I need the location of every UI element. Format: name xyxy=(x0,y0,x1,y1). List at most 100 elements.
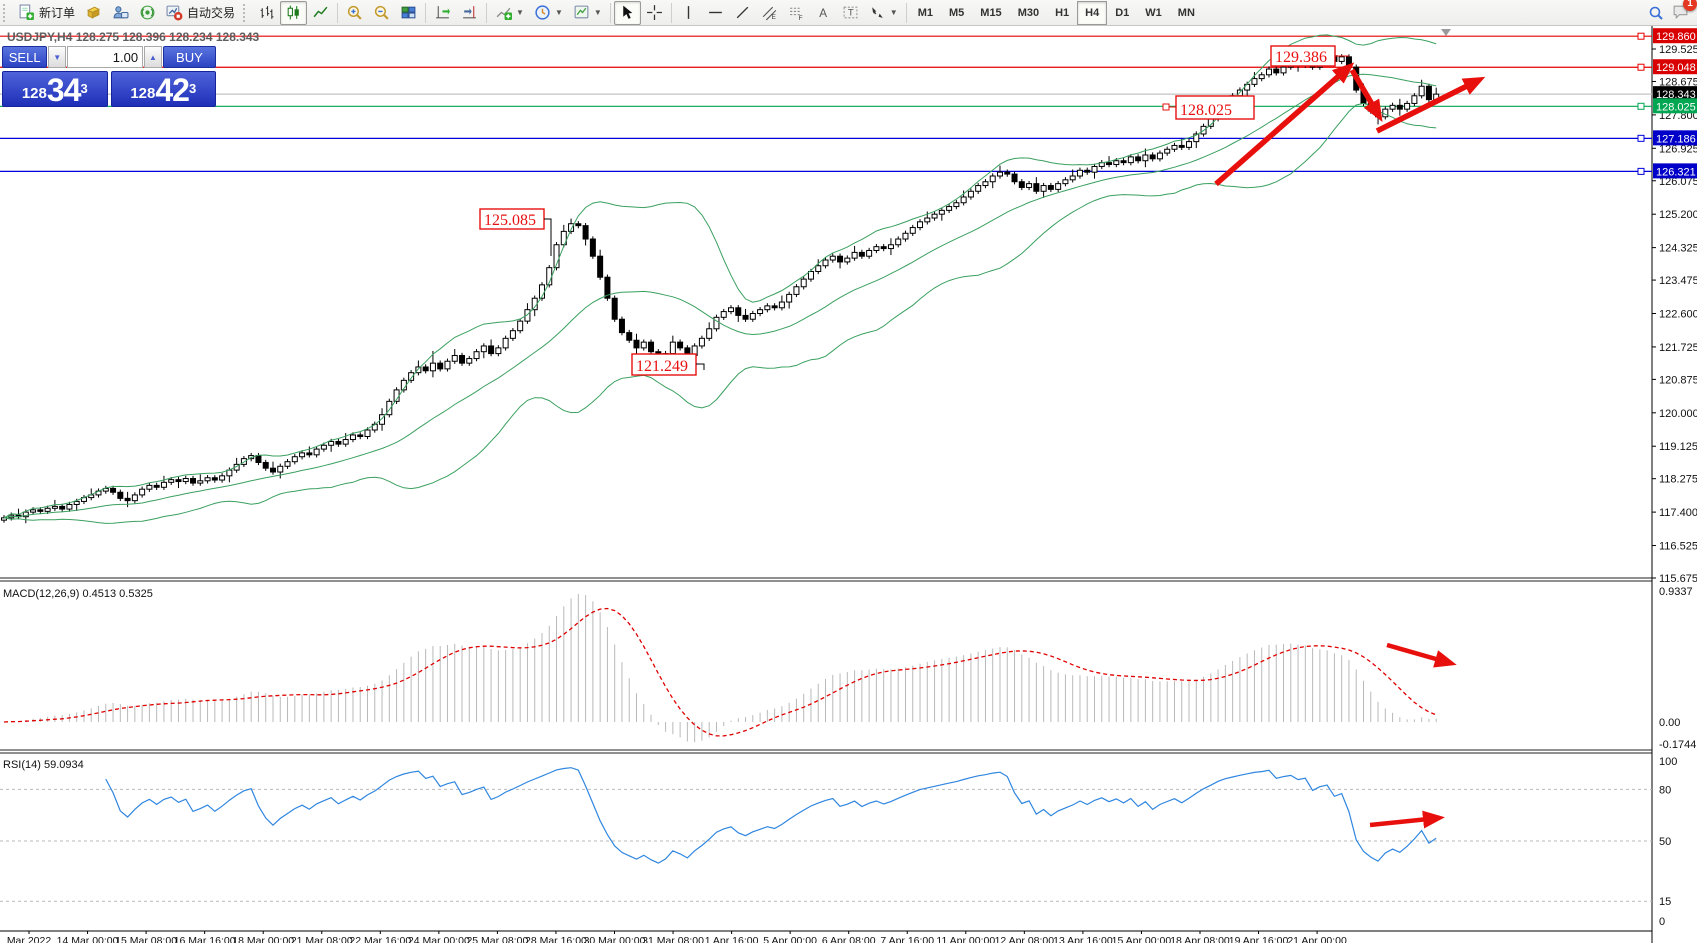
new-order-button[interactable]: 新订单 xyxy=(13,1,80,25)
timeframe-m1[interactable]: M1 xyxy=(917,6,933,19)
svg-text:22 Mar 16:00: 22 Mar 16:00 xyxy=(349,935,411,943)
svg-text:A: A xyxy=(819,7,827,20)
text-label-button[interactable]: T xyxy=(837,1,864,25)
sell-price-sup: 3 xyxy=(80,81,88,96)
line-handle[interactable] xyxy=(1637,167,1645,175)
svg-text:115.675: 115.675 xyxy=(1659,573,1697,585)
timeframe-h1[interactable]: H1 xyxy=(1055,6,1070,19)
chart-title: USDJPY,H4 128.275 128.396 128.234 128.34… xyxy=(7,30,259,44)
timeframe-d1[interactable]: D1 xyxy=(1115,6,1130,19)
svg-text:5 Apr 00:00: 5 Apr 00:00 xyxy=(763,935,817,943)
toolbar-grip[interactable] xyxy=(3,3,10,22)
auto-scroll-button[interactable] xyxy=(429,1,456,25)
chart-shift-marker[interactable] xyxy=(1441,29,1451,36)
zoom-out-button[interactable] xyxy=(368,1,395,25)
trend-arrow[interactable] xyxy=(1214,62,1355,187)
indicators-icon xyxy=(496,7,513,20)
macd-label: MACD(12,26,9) 0.4513 0.5325 xyxy=(3,588,153,600)
gold-box-icon xyxy=(87,6,101,19)
zoom-in-button[interactable] xyxy=(341,1,368,25)
autotrading-button[interactable]: 自动交易 xyxy=(161,1,240,25)
notifications-button[interactable]: 1 xyxy=(1672,0,1697,23)
chart-shift-button[interactable] xyxy=(456,1,483,25)
terminal-button[interactable] xyxy=(107,1,134,25)
annotation-text: 129.386 xyxy=(1275,49,1327,66)
volume-increase-button[interactable]: ▲ xyxy=(144,46,162,68)
arrows-icon xyxy=(871,7,883,18)
tile-windows-button[interactable] xyxy=(395,1,422,25)
timeframe-mn[interactable]: MN xyxy=(1177,6,1195,19)
rsi-line xyxy=(105,767,1437,864)
line-chart-button[interactable] xyxy=(307,1,334,25)
trendline-button[interactable] xyxy=(729,1,756,25)
svg-text:129.525: 129.525 xyxy=(1659,44,1697,56)
text-button[interactable]: A xyxy=(810,1,837,25)
timeframe-h4[interactable]: H4 xyxy=(1077,0,1108,25)
svg-text:80: 80 xyxy=(1659,784,1671,796)
trend-arrow[interactable] xyxy=(1369,810,1445,829)
line-handle[interactable] xyxy=(1637,32,1645,40)
cursor-button[interactable] xyxy=(613,0,641,25)
annotations[interactable] xyxy=(479,45,1349,376)
svg-text:18 Mar 00:00: 18 Mar 00:00 xyxy=(232,935,294,943)
line-handle[interactable] xyxy=(1637,63,1645,71)
sell-button[interactable]: SELL xyxy=(2,46,48,68)
equidistant-channel-button[interactable]: E xyxy=(756,1,783,25)
search-icon[interactable] xyxy=(1648,5,1664,21)
annotation-text: 125.085 xyxy=(484,212,536,229)
fibonacci-button[interactable]: F xyxy=(783,1,810,25)
timeframe-group: M1 M5 M15 M30 H1 H4 D1 W1 MN xyxy=(910,0,1203,25)
timeframe-w1[interactable]: W1 xyxy=(1145,6,1162,19)
chart-canvas[interactable]: 129.525128.675127.800126.925126.075125.2… xyxy=(0,26,1697,943)
line-handle[interactable] xyxy=(1637,102,1645,110)
svg-text:0.00: 0.00 xyxy=(1659,717,1680,729)
candlestick-chart-button[interactable] xyxy=(280,0,308,25)
chart-shift-icon xyxy=(463,6,476,19)
vertical-line-button[interactable] xyxy=(675,1,702,25)
buy-price-panel[interactable]: 128 42 3 xyxy=(110,71,216,107)
horizontal-line-button[interactable] xyxy=(702,1,729,25)
sell-price-panel[interactable]: 128 34 3 xyxy=(2,71,108,107)
arrows-button[interactable]: ▼ xyxy=(864,1,903,25)
svg-text:124.325: 124.325 xyxy=(1659,243,1697,255)
price-badge-129.860 xyxy=(1653,28,1697,44)
svg-text:121.725: 121.725 xyxy=(1659,342,1697,354)
timeframe-m5[interactable]: M5 xyxy=(949,6,965,19)
crosshair-button[interactable] xyxy=(641,1,668,25)
volume-decrease-button[interactable]: ▼ xyxy=(48,46,67,68)
tile-windows-icon xyxy=(401,6,416,19)
trend-arrow[interactable] xyxy=(1349,68,1383,123)
toolbar-grip[interactable] xyxy=(243,3,250,22)
bollinger-upper xyxy=(3,34,1437,519)
chart-area[interactable]: USDJPY,H4 128.275 128.396 128.234 128.34… xyxy=(0,26,1697,943)
svg-text:122.600: 122.600 xyxy=(1659,309,1697,321)
autotrading-label: 自动交易 xyxy=(187,6,236,20)
candles xyxy=(1,49,1440,524)
signals-button[interactable] xyxy=(134,1,161,25)
new-order-icon xyxy=(19,4,34,20)
bollinger-lower xyxy=(3,102,1437,524)
timeframe-m30[interactable]: M30 xyxy=(1017,6,1040,19)
svg-text:16 Mar 16:00: 16 Mar 16:00 xyxy=(174,935,236,943)
bar-chart-button[interactable] xyxy=(253,1,280,25)
line-handle[interactable] xyxy=(1637,134,1645,142)
templates-button[interactable]: ▼ xyxy=(568,1,607,25)
svg-text:15 Mar 08:00: 15 Mar 08:00 xyxy=(115,935,177,943)
svg-text:118.275: 118.275 xyxy=(1659,474,1697,486)
indicators-button[interactable]: ▼ xyxy=(490,1,529,25)
auto-scroll-icon xyxy=(436,6,450,19)
price-badge-128.343 xyxy=(1653,86,1697,102)
rsi-label: RSI(14) 59.0934 xyxy=(3,759,84,771)
svg-text:128.675: 128.675 xyxy=(1659,76,1697,88)
market-depth-button[interactable] xyxy=(80,1,107,25)
svg-text:13 Apr 16:00: 13 Apr 16:00 xyxy=(1053,935,1113,943)
periods-button[interactable]: ▼ xyxy=(529,1,568,25)
trend-arrow[interactable] xyxy=(1386,642,1457,668)
trend-arrow[interactable] xyxy=(1375,76,1486,134)
volume-input[interactable] xyxy=(67,46,144,68)
timeframe-m15[interactable]: M15 xyxy=(980,6,1002,19)
buy-button[interactable]: BUY xyxy=(162,46,216,68)
svg-text:0.9337: 0.9337 xyxy=(1659,586,1693,598)
svg-text:117.400: 117.400 xyxy=(1659,507,1697,519)
